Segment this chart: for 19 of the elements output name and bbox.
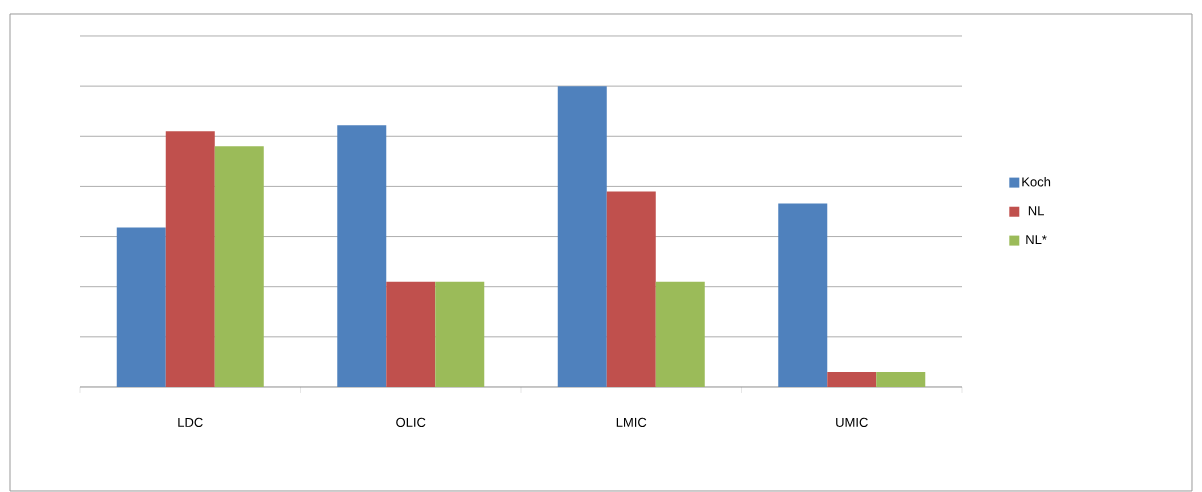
x-tick-label: LMIC bbox=[616, 417, 647, 427]
bar bbox=[435, 281, 485, 387]
bar bbox=[778, 203, 828, 387]
bar bbox=[386, 281, 436, 387]
legend-label: NL* bbox=[1026, 235, 1047, 245]
bar bbox=[116, 227, 166, 387]
bar bbox=[606, 191, 656, 387]
x-tick-label: LDC bbox=[178, 417, 203, 427]
bar bbox=[827, 371, 877, 387]
x-tick-label: OLIC bbox=[396, 417, 426, 427]
bar bbox=[876, 371, 926, 387]
bar bbox=[337, 125, 387, 387]
x-tick-label: UMIC bbox=[836, 417, 868, 427]
bar bbox=[165, 131, 215, 387]
bar bbox=[557, 86, 607, 387]
legend-label: Koch bbox=[1022, 176, 1051, 187]
bar bbox=[655, 281, 705, 387]
bar bbox=[214, 146, 264, 387]
legend-label: NL bbox=[1028, 206, 1044, 216]
